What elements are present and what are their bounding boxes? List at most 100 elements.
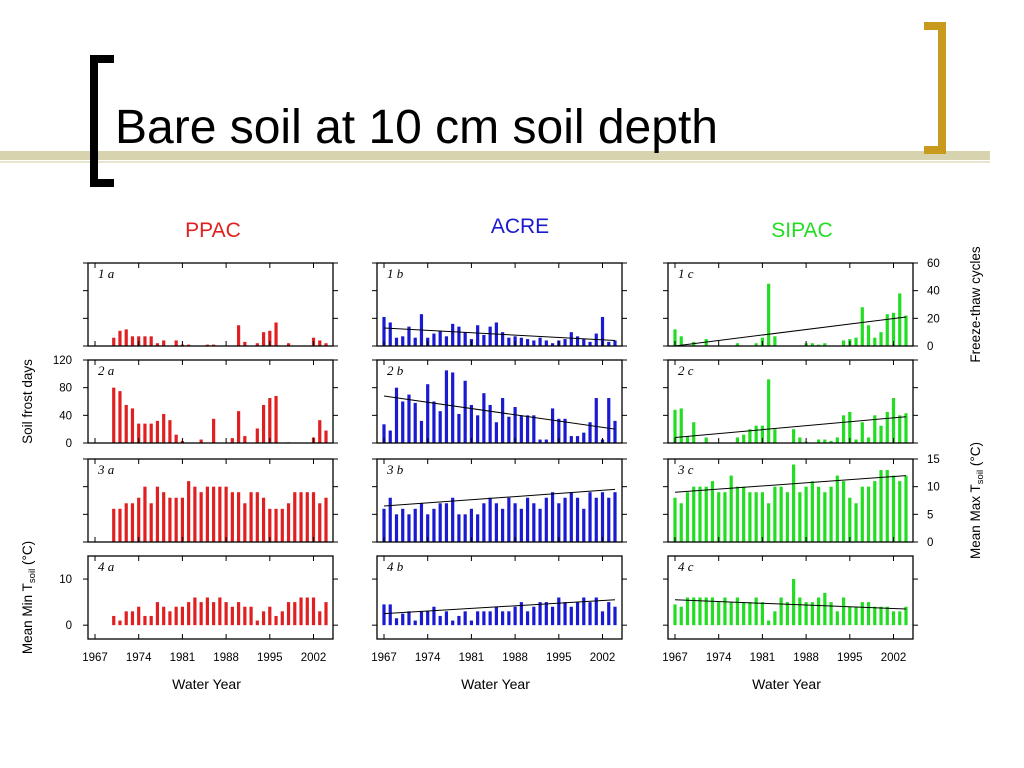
bar bbox=[130, 336, 135, 346]
bar bbox=[432, 508, 436, 542]
bar bbox=[224, 602, 228, 626]
bar bbox=[187, 481, 191, 542]
bar bbox=[891, 398, 896, 443]
y-tick-label: 40 bbox=[927, 286, 940, 298]
bar bbox=[457, 514, 461, 542]
trend-line bbox=[383, 488, 616, 507]
bar bbox=[218, 597, 222, 626]
bar bbox=[767, 379, 771, 443]
bar bbox=[613, 492, 617, 542]
bar bbox=[205, 597, 209, 626]
bar bbox=[149, 615, 153, 626]
bar bbox=[261, 497, 266, 542]
bar bbox=[413, 402, 417, 443]
bar bbox=[261, 404, 266, 443]
bar bbox=[873, 337, 877, 346]
bar bbox=[382, 316, 386, 346]
left-bracket bbox=[90, 55, 114, 187]
bar bbox=[767, 620, 771, 626]
bar bbox=[137, 423, 141, 443]
bar bbox=[463, 332, 467, 346]
bar bbox=[324, 343, 328, 346]
bar bbox=[469, 508, 474, 542]
bar bbox=[704, 597, 708, 626]
bar bbox=[476, 611, 480, 626]
bar bbox=[388, 497, 392, 542]
bar bbox=[457, 615, 461, 626]
bar bbox=[538, 602, 542, 626]
bar bbox=[804, 602, 808, 626]
bar bbox=[419, 611, 424, 626]
bar bbox=[318, 340, 322, 346]
bar bbox=[685, 436, 690, 443]
bar bbox=[255, 620, 259, 626]
bar bbox=[773, 486, 777, 542]
bar bbox=[426, 611, 430, 626]
bar bbox=[286, 343, 291, 346]
bar bbox=[155, 420, 160, 443]
panel-frame bbox=[667, 458, 914, 543]
bar bbox=[841, 340, 846, 346]
bar bbox=[717, 492, 721, 542]
bar bbox=[143, 486, 147, 542]
bar bbox=[112, 387, 116, 443]
bar bbox=[823, 492, 827, 542]
bar bbox=[230, 492, 234, 542]
bar bbox=[532, 503, 536, 542]
bar bbox=[557, 418, 561, 443]
bar bbox=[538, 439, 542, 443]
panel-4c: 4 c bbox=[663, 555, 918, 640]
bar bbox=[124, 329, 128, 346]
bar bbox=[382, 604, 386, 626]
panel-1c: 1 c bbox=[663, 262, 918, 347]
panel-2a: 2 a bbox=[83, 359, 338, 444]
bar bbox=[174, 606, 178, 626]
y-tick-label: 60 bbox=[927, 258, 940, 270]
bar bbox=[525, 497, 530, 542]
bar bbox=[692, 597, 696, 626]
bar bbox=[432, 333, 436, 346]
bar bbox=[904, 413, 908, 443]
bar bbox=[168, 420, 172, 443]
bar bbox=[476, 514, 480, 542]
bar bbox=[261, 332, 266, 346]
bar bbox=[513, 606, 517, 626]
bar bbox=[525, 339, 530, 346]
bar bbox=[569, 606, 573, 626]
panel-label: 3 b bbox=[386, 462, 404, 477]
bar bbox=[829, 440, 833, 443]
bar bbox=[293, 492, 297, 542]
bar bbox=[463, 514, 467, 542]
bar bbox=[760, 602, 765, 626]
x-tick-label: 1974 bbox=[415, 652, 441, 664]
bar bbox=[193, 486, 197, 542]
bar bbox=[816, 597, 821, 626]
bar bbox=[482, 611, 486, 626]
bar bbox=[494, 503, 498, 542]
bar bbox=[613, 420, 617, 443]
bar bbox=[457, 326, 461, 346]
bar bbox=[785, 602, 789, 626]
bar bbox=[432, 606, 436, 626]
bar bbox=[798, 492, 802, 542]
panel-frame bbox=[87, 458, 334, 543]
bar bbox=[841, 481, 846, 542]
bar bbox=[268, 508, 272, 542]
bar bbox=[588, 492, 592, 542]
bar bbox=[318, 503, 322, 542]
bar bbox=[804, 486, 808, 542]
bar bbox=[444, 336, 449, 346]
panel-frame bbox=[667, 555, 914, 640]
bar bbox=[538, 337, 542, 346]
bar bbox=[180, 497, 185, 542]
bar bbox=[767, 283, 771, 346]
bar bbox=[180, 606, 185, 626]
bar bbox=[810, 481, 814, 542]
x-tick-label: 2002 bbox=[301, 652, 327, 664]
bar bbox=[575, 336, 580, 346]
bar bbox=[280, 611, 284, 626]
bar bbox=[600, 492, 605, 542]
bar bbox=[860, 602, 864, 626]
bar bbox=[407, 611, 411, 626]
bar bbox=[904, 475, 908, 542]
